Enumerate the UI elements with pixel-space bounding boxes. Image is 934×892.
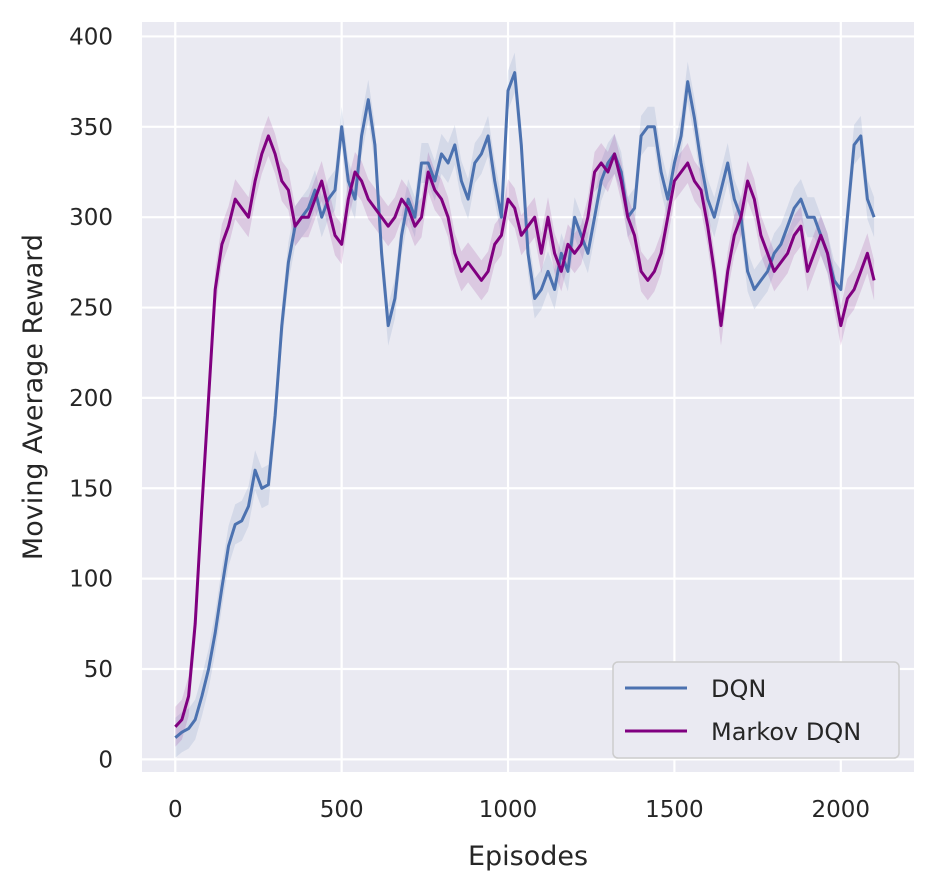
y-tick-label: 350 <box>69 115 113 141</box>
y-tick-label: 150 <box>69 476 113 502</box>
series-line-markov-dqn <box>174 134 876 728</box>
y-axis-label: Moving Average Reward <box>18 234 49 560</box>
legend-label-markov-dqn: Markov DQN <box>711 718 861 746</box>
x-tick-label: 1000 <box>479 797 538 823</box>
y-tick-label: 400 <box>69 24 113 50</box>
y-tick-label: 200 <box>69 386 113 412</box>
y-tick-label: 300 <box>69 205 113 231</box>
y-tick-labels: 0 50 100 150 200 250 300 350 400 <box>69 24 113 773</box>
legend-label-dqn: DQN <box>711 675 766 703</box>
band-markov-dqn <box>175 115 875 747</box>
x-tick-label: 2000 <box>812 797 871 823</box>
series-line-dqn <box>174 71 876 739</box>
x-tick-label: 500 <box>320 797 364 823</box>
y-tick-label: 100 <box>69 567 113 593</box>
x-axis-label: Episodes <box>468 841 588 872</box>
y-tick-label: 0 <box>98 747 113 773</box>
y-tick-label: 50 <box>84 657 113 683</box>
x-tick-label: 0 <box>168 797 183 823</box>
grid-lines <box>142 22 914 772</box>
x-tick-label: 1500 <box>645 797 704 823</box>
x-tick-labels: 0 500 1000 1500 2000 <box>168 797 870 823</box>
legend: DQN Markov DQN <box>612 661 900 759</box>
legend-box <box>612 661 900 759</box>
y-tick-label: 250 <box>69 296 113 322</box>
series-lines <box>174 71 876 739</box>
